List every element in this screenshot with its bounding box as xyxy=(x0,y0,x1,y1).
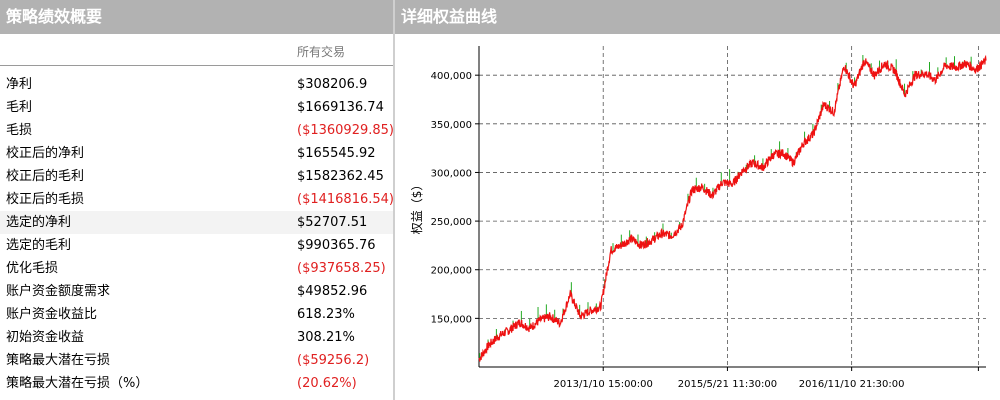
summary-title: 策略绩效概要 xyxy=(0,0,393,34)
chart-title: 详细权益曲线 xyxy=(395,0,1000,34)
metric-value: $1669136.74 xyxy=(297,100,384,115)
equity-line xyxy=(478,54,987,362)
metric-label: 选定的毛利 xyxy=(6,238,72,253)
metric-value: $52707.51 xyxy=(297,215,368,230)
summary-column-header: 所有交易 xyxy=(0,34,393,66)
metric-label: 策略最大潜在亏损（%） xyxy=(6,376,149,391)
metric-value: $1582362.45 xyxy=(297,169,384,184)
y-tick-label: 150,000 xyxy=(431,314,472,325)
metric-value: 308.21% xyxy=(297,330,355,345)
metric-value: ($1416816.54) xyxy=(297,192,394,207)
equity-chart: 150,000 200,000 250,000 300,000 350,000 400,0… xyxy=(410,46,987,390)
summary-row: 优化毛损 ($937658.25) xyxy=(0,257,393,280)
summary-row: 策略最大潜在亏损 ($59256.2) xyxy=(0,349,393,372)
metric-value: $990365.76 xyxy=(297,238,376,253)
y-tick-label: 250,000 xyxy=(431,217,472,228)
panel-divider xyxy=(393,0,395,400)
metric-label: 校正后的毛利 xyxy=(6,169,85,184)
summary-row: 校正后的净利 $165545.92 xyxy=(0,142,393,165)
metric-label: 毛损 xyxy=(6,123,33,138)
metric-label: 毛利 xyxy=(6,100,33,115)
metric-label: 选定的净利 xyxy=(6,215,72,230)
y-tick-label: 300,000 xyxy=(431,168,472,179)
summary-row: 毛利 $1669136.74 xyxy=(0,96,393,119)
metric-value: $308206.9 xyxy=(297,77,368,92)
metric-label: 校正后的净利 xyxy=(6,146,85,161)
metric-value: (20.62%) xyxy=(297,376,357,391)
metric-label: 策略最大潜在亏损 xyxy=(6,353,111,368)
metric-value: ($59256.2) xyxy=(297,353,370,368)
metric-value: ($937658.25) xyxy=(297,261,386,276)
summary-row: 选定的毛利 $990365.76 xyxy=(0,234,393,257)
metric-label: 校正后的毛损 xyxy=(6,192,85,207)
summary-row: 毛损 ($1360929.85) xyxy=(0,119,394,142)
x-tick-label: 2015/5/21 11:30:00 xyxy=(678,379,777,390)
y-tick-label: 400,000 xyxy=(431,71,472,82)
summary-rows: 净利 $308206.9 毛利 $1669136.74 毛损 ($1360929.85) 校… xyxy=(0,66,394,395)
summary-row: 校正后的毛损 ($1416816.54) xyxy=(0,188,394,211)
metric-value: $165545.92 xyxy=(297,146,376,161)
y-axis-label: 权益（$） xyxy=(410,179,424,235)
column-all-trades: 所有交易 xyxy=(297,45,346,59)
summary-row: 账户资金收益比 618.23% xyxy=(0,303,393,326)
x-tick-label: 2013/1/10 15:00:00 xyxy=(554,379,653,390)
summary-panel: 策略绩效概要 所有交易 净利 $308206.9 毛利 $1669136.74 毛损 ($… xyxy=(0,0,394,400)
metric-value: $49852.96 xyxy=(297,284,368,299)
metric-label: 账户资金额度需求 xyxy=(6,284,111,299)
x-tick-label: 2016/11/10 21:30:00 xyxy=(799,379,905,390)
y-tick-label: 350,000 xyxy=(431,120,472,131)
metric-value: ($1360929.85) xyxy=(297,123,394,138)
summary-row: 选定的净利 $52707.51 xyxy=(0,211,393,234)
summary-row: 净利 $308206.9 xyxy=(0,73,393,96)
metric-value: 618.23% xyxy=(297,307,355,322)
equity-curve-panel: 详细权益曲线 150,000 200,000 250,000 300,000 350,0… xyxy=(395,0,1000,400)
summary-row: 校正后的毛利 $1582362.45 xyxy=(0,165,393,188)
summary-row: 初始资金收益 308.21% xyxy=(0,326,393,349)
summary-row: 账户资金额度需求 $49852.96 xyxy=(0,280,393,303)
metric-label: 初始资金收益 xyxy=(6,330,85,345)
metric-label: 净利 xyxy=(6,77,33,92)
y-tick-label: 200,000 xyxy=(431,266,472,277)
summary-row: 策略最大潜在亏损（%） (20.62%) xyxy=(0,372,393,395)
metric-label: 账户资金收益比 xyxy=(6,307,98,322)
metric-label: 优化毛损 xyxy=(6,261,59,276)
